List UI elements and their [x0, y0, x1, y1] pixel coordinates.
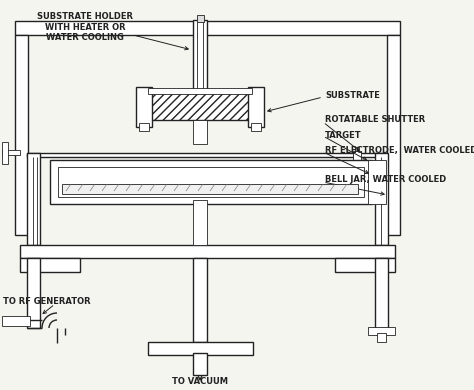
- Bar: [2, 142, 8, 164]
- Bar: [136, 87, 152, 127]
- Bar: [375, 258, 388, 328]
- Bar: [377, 333, 386, 342]
- Bar: [193, 20, 207, 90]
- Bar: [148, 88, 252, 94]
- Text: TO RF GENERATOR: TO RF GENERATOR: [3, 298, 91, 307]
- Bar: [20, 258, 80, 272]
- Bar: [375, 153, 388, 245]
- Text: SUBSTRATE HOLDER
WITH HEATER OR
WATER COOLING: SUBSTRATE HOLDER WITH HEATER OR WATER CO…: [37, 12, 133, 43]
- Bar: [368, 327, 395, 335]
- Bar: [353, 151, 361, 161]
- Bar: [368, 160, 386, 204]
- Bar: [148, 342, 253, 355]
- Bar: [20, 245, 395, 258]
- Bar: [2, 150, 20, 155]
- Text: BELL JAR, WATER COOLED: BELL JAR, WATER COOLED: [325, 176, 446, 184]
- Text: RF ELECTRODE,  WATER COOLED: RF ELECTRODE, WATER COOLED: [325, 145, 474, 154]
- Bar: [2, 316, 30, 326]
- Text: TO VACUUM: TO VACUUM: [172, 377, 228, 386]
- Bar: [251, 123, 261, 131]
- Bar: [15, 35, 28, 235]
- Bar: [335, 258, 395, 272]
- Bar: [248, 87, 264, 127]
- Bar: [193, 120, 207, 144]
- Bar: [15, 21, 400, 35]
- Bar: [387, 35, 400, 235]
- Text: TARGET: TARGET: [325, 131, 362, 140]
- Bar: [197, 15, 204, 22]
- Bar: [27, 153, 382, 157]
- Bar: [355, 147, 359, 151]
- Text: SUBSTRATE: SUBSTRATE: [325, 90, 380, 99]
- Bar: [27, 258, 40, 328]
- Bar: [193, 258, 207, 342]
- Bar: [139, 123, 149, 131]
- Bar: [193, 200, 207, 245]
- Bar: [58, 167, 364, 197]
- Bar: [143, 92, 257, 120]
- Text: ROTATABLE SHUTTER: ROTATABLE SHUTTER: [325, 115, 425, 124]
- Bar: [193, 353, 207, 375]
- Bar: [50, 160, 372, 204]
- Bar: [27, 153, 40, 245]
- Bar: [62, 184, 358, 194]
